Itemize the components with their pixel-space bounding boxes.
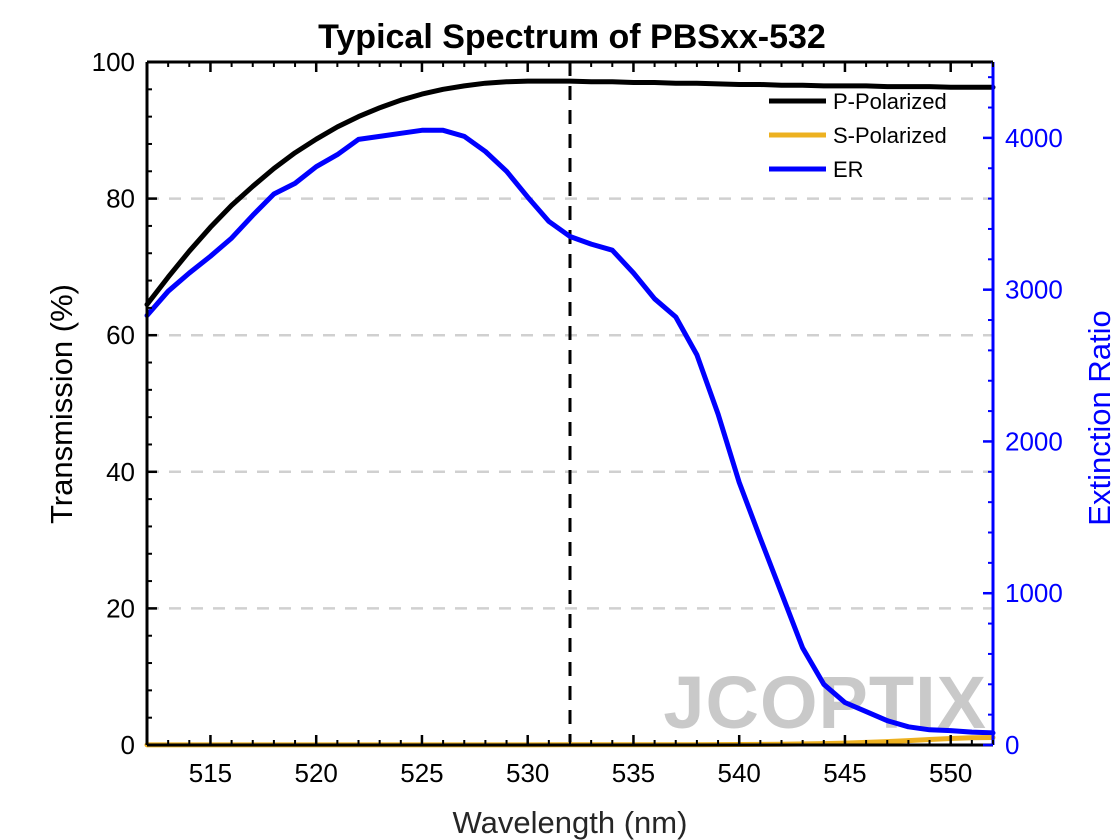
y-tick-label: 60 <box>106 320 135 350</box>
y-right-tick-label: 0 <box>1005 730 1019 760</box>
x-tick-label: 535 <box>612 758 655 788</box>
legend: P-Polarized S-Polarized ER <box>769 89 947 182</box>
y-tick-label: 40 <box>106 457 135 487</box>
x-tick-label: 525 <box>400 758 443 788</box>
legend-label: P-Polarized <box>833 89 947 114</box>
legend-label: ER <box>833 157 864 182</box>
chart-title: Typical Spectrum of PBSxx-532 <box>318 18 826 56</box>
x-tick-label: 515 <box>189 758 232 788</box>
x-tick-label: 540 <box>718 758 761 788</box>
x-tick-label: 530 <box>506 758 549 788</box>
y-axis-right-label: Extinction Ratio <box>1082 310 1117 525</box>
y-right-tick-label: 2000 <box>1005 426 1063 456</box>
series-line-er <box>144 127 996 736</box>
y-right-tick-label: 4000 <box>1005 123 1063 153</box>
y-axis-label: Transmission (%) <box>44 284 79 524</box>
y-right-tick-label: 1000 <box>1005 578 1063 608</box>
y-tick-label: 100 <box>92 47 135 77</box>
y-tick-label: 0 <box>121 730 135 760</box>
x-tick-label: 520 <box>295 758 338 788</box>
legend-label: S-Polarized <box>833 123 947 148</box>
series-line-p-polarized <box>144 78 996 307</box>
x-axis-label: Wavelength (nm) <box>453 805 688 840</box>
axis-ticks: 515 520 525 530 535 540 545 5500204060801000100… <box>92 47 1063 788</box>
y-right-tick-label: 3000 <box>1005 275 1063 305</box>
y-tick-label: 20 <box>106 593 135 623</box>
x-tick-label: 545 <box>823 758 866 788</box>
x-tick-label: 550 <box>929 758 972 788</box>
y-tick-label: 80 <box>106 184 135 214</box>
